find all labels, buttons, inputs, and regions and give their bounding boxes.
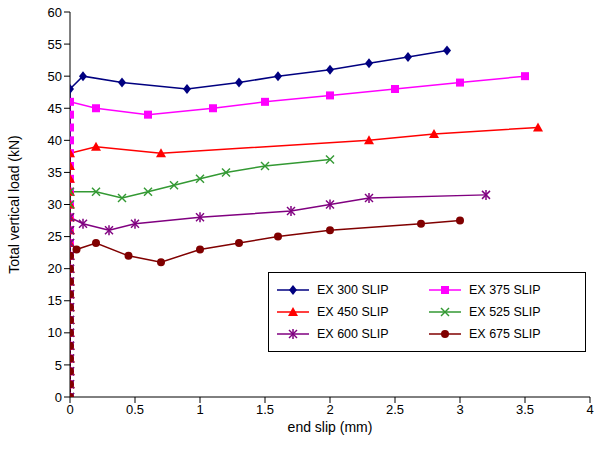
html-text:EX 450 SLIP: EX 450 SLIP bbox=[317, 305, 389, 319]
html-text:EX 525 SLIP: EX 525 SLIP bbox=[469, 305, 541, 319]
svg-text:2: 2 bbox=[326, 402, 333, 417]
html-text:EX 300 SLIP: EX 300 SLIP bbox=[317, 283, 389, 297]
svg-text:1: 1 bbox=[196, 402, 203, 417]
svg-text:15: 15 bbox=[48, 293, 62, 308]
svg-text:0: 0 bbox=[55, 390, 62, 405]
svg-text:60: 60 bbox=[48, 5, 62, 20]
svg-text:5: 5 bbox=[55, 358, 62, 373]
svg-text:Total vertical load (kN): Total vertical load (kN) bbox=[8, 135, 22, 274]
svg-text:45: 45 bbox=[48, 101, 62, 116]
svg-text:30: 30 bbox=[48, 197, 62, 212]
svg-text:10: 10 bbox=[48, 325, 62, 340]
html-text:EX 600 SLIP: EX 600 SLIP bbox=[317, 327, 389, 341]
svg-text:55: 55 bbox=[48, 37, 62, 52]
html-text:EX 675 SLIP: EX 675 SLIP bbox=[469, 327, 541, 341]
svg-text:20: 20 bbox=[48, 261, 62, 276]
svg-text:4: 4 bbox=[586, 402, 593, 417]
svg-text:50: 50 bbox=[48, 69, 62, 84]
svg-text:1.5: 1.5 bbox=[256, 402, 274, 417]
svg-text:3: 3 bbox=[456, 402, 463, 417]
svg-text:0.5: 0.5 bbox=[126, 402, 144, 417]
svg-text:40: 40 bbox=[48, 133, 62, 148]
svg-text:0: 0 bbox=[66, 402, 73, 417]
svg-text:25: 25 bbox=[48, 229, 62, 244]
svg-text:2.5: 2.5 bbox=[386, 402, 404, 417]
html-text:EX 375 SLIP: EX 375 SLIP bbox=[469, 283, 541, 297]
svg-text:35: 35 bbox=[48, 165, 62, 180]
svg-text:3.5: 3.5 bbox=[516, 402, 534, 417]
svg-text:end slip (mm): end slip (mm) bbox=[288, 419, 373, 435]
